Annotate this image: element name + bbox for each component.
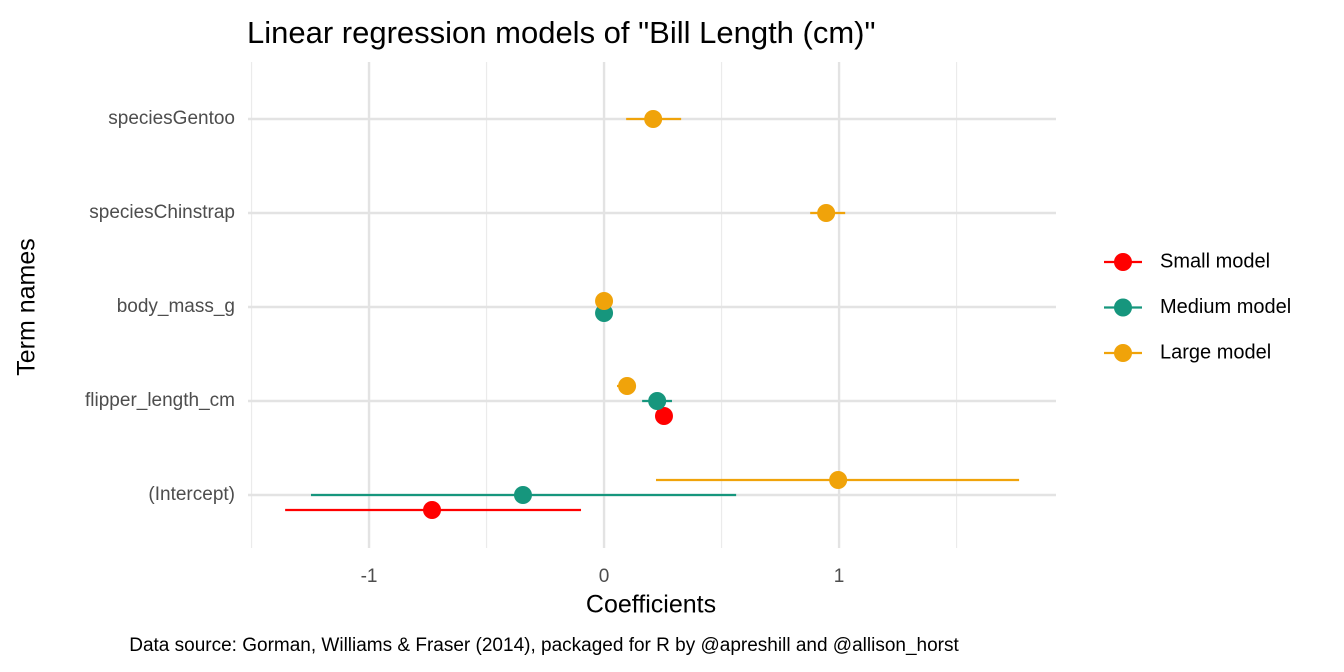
legend-marker <box>1114 298 1132 317</box>
legend-label: Medium model <box>1160 296 1291 318</box>
legend-entry: Medium model <box>1104 296 1291 318</box>
point <box>618 377 637 395</box>
y-axis-title: Term names <box>13 238 41 376</box>
legend-label: Small model <box>1160 250 1270 272</box>
point <box>513 486 532 504</box>
y-tick-label: body_mass_g <box>117 296 235 317</box>
chart-title: Linear regression models of "Bill Length… <box>247 15 876 50</box>
legend-entry: Large model <box>1104 341 1271 363</box>
point <box>829 471 848 489</box>
grid <box>248 62 1056 548</box>
point <box>595 292 614 310</box>
x-axis-title: Coefficients <box>586 591 716 619</box>
y-tick-label: speciesGentoo <box>108 108 235 129</box>
point <box>644 110 663 128</box>
point <box>654 407 673 425</box>
point <box>648 392 667 410</box>
x-tick-label: -1 <box>361 566 378 587</box>
x-tick-label: 0 <box>599 566 610 587</box>
legend-marker <box>1114 344 1132 362</box>
x-tick-label: 1 <box>834 566 845 587</box>
y-tick-label: speciesChinstrap <box>89 202 235 223</box>
point <box>423 501 442 519</box>
y-tick-label: (Intercept) <box>148 484 235 505</box>
legend-entry: Small model <box>1104 250 1270 272</box>
legend-marker <box>1114 253 1132 271</box>
legend-label: Large model <box>1160 341 1271 363</box>
point <box>817 204 836 222</box>
caption: Data source: Gorman, Williams & Fraser (… <box>129 635 959 656</box>
y-tick-label: flipper_length_cm <box>85 390 235 411</box>
